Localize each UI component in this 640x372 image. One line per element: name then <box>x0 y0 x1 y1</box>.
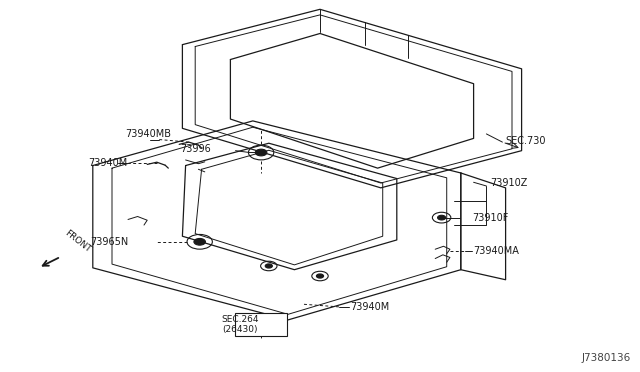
Text: 73910F: 73910F <box>472 213 509 222</box>
Text: 73940MA: 73940MA <box>474 246 520 256</box>
Circle shape <box>316 274 324 278</box>
Text: 73965N: 73965N <box>90 237 128 247</box>
Text: 73940M: 73940M <box>350 302 389 312</box>
Text: SEC.264
(26430): SEC.264 (26430) <box>221 315 259 334</box>
Text: FRONT: FRONT <box>63 229 92 255</box>
Circle shape <box>194 238 205 245</box>
Circle shape <box>438 215 445 220</box>
Text: J7380136: J7380136 <box>581 353 630 363</box>
Circle shape <box>255 149 267 156</box>
FancyBboxPatch shape <box>235 313 287 336</box>
Text: 73996: 73996 <box>180 144 211 154</box>
Text: 73940MB: 73940MB <box>125 129 171 139</box>
Text: 73940M: 73940M <box>88 158 127 168</box>
Text: SEC.730: SEC.730 <box>506 137 546 146</box>
Text: 73910Z: 73910Z <box>490 178 527 188</box>
Circle shape <box>265 264 273 268</box>
